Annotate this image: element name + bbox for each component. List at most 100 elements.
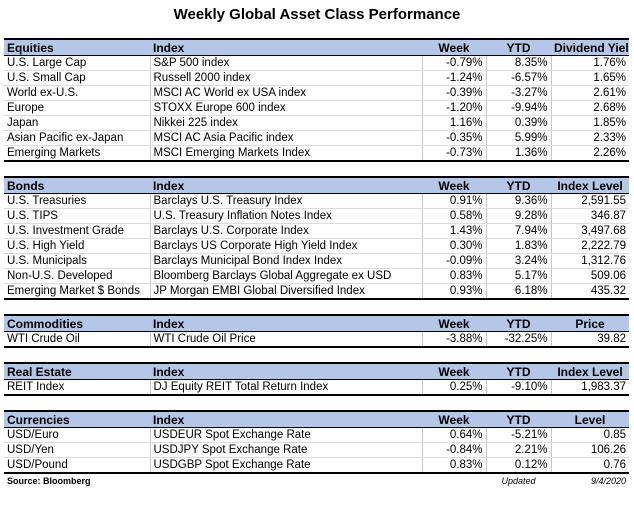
asset-class-cell: U.S. Small Cap xyxy=(4,70,151,86)
empty-cell xyxy=(551,347,629,363)
table-row: Japan Nikkei 225 index 1.16% 0.39% 1.85% xyxy=(4,115,629,131)
section-spacer xyxy=(4,395,629,411)
table-row: U.S. High Yield Barclays US Corporate Hig… xyxy=(4,238,629,254)
section-title: Commodities xyxy=(4,314,150,332)
ytd-return-cell: 1.36% xyxy=(486,145,552,162)
updated-date: 9/4/2020 xyxy=(590,476,626,486)
column-header: Index xyxy=(150,314,422,332)
empty-cell xyxy=(422,473,486,488)
table-row: U.S. Large Cap S&P 500 index -0.79% 8.35% 1.… xyxy=(4,55,629,71)
index-name-cell: USDJPY Spot Exchange Rate xyxy=(150,442,423,458)
section-header: Bonds Index Week YTD Index Level xyxy=(4,176,629,194)
index-name-cell: Barclays US Corporate High Yield Index xyxy=(150,238,423,254)
section-title: Real Estate xyxy=(4,362,150,380)
week-return-cell: -1.20% xyxy=(422,100,487,116)
ytd-return-cell: -6.57% xyxy=(486,70,552,86)
level-cell: 0.85 xyxy=(551,427,629,443)
asset-class-cell: Emerging Markets xyxy=(4,145,151,162)
level-cell: 1,312.76 xyxy=(551,253,629,269)
table-row: Emerging Markets MSCI Emerging Markets In… xyxy=(4,145,629,162)
table-row: U.S. Treasuries Barclays U.S. Treasury In… xyxy=(4,193,629,209)
footer-row: Source: Bloomberg Updated 9/4/2020 xyxy=(4,473,629,488)
index-name-cell: U.S. Treasury Inflation Notes Index xyxy=(150,208,423,224)
empty-cell xyxy=(422,161,486,177)
column-header: Index xyxy=(150,176,422,194)
section-title: Currencies xyxy=(4,410,150,428)
column-header: YTD xyxy=(486,176,551,194)
table-row: U.S. TIPS U.S. Treasury Inflation Notes I… xyxy=(4,208,629,224)
index-name-cell: S&P 500 index xyxy=(150,55,423,71)
column-header: Week xyxy=(422,314,486,332)
asset-class-cell: Asian Pacific ex-Japan xyxy=(4,130,151,146)
week-return-cell: -3.88% xyxy=(422,331,487,348)
ytd-return-cell: 5.99% xyxy=(486,130,552,146)
empty-cell xyxy=(150,395,422,411)
week-return-cell: 0.30% xyxy=(422,238,487,254)
column-header: Index xyxy=(150,38,422,56)
index-name-cell: MSCI AC Asia Pacific index xyxy=(150,130,423,146)
empty-cell xyxy=(551,161,629,177)
column-header: Price xyxy=(551,314,629,332)
index-name-cell: Barclays U.S. Treasury Index xyxy=(150,193,423,209)
ytd-return-cell: 9.28% xyxy=(486,208,552,224)
level-cell: 0.76 xyxy=(551,457,629,474)
asset-class-cell: U.S. Treasuries xyxy=(4,193,151,209)
ytd-return-cell: 3.24% xyxy=(486,253,552,269)
week-return-cell: 0.93% xyxy=(422,283,487,300)
week-return-cell: 0.83% xyxy=(422,268,487,284)
asset-class-cell: U.S. High Yield xyxy=(4,238,151,254)
empty-cell xyxy=(150,473,422,488)
ytd-return-cell: -32.25% xyxy=(486,331,552,348)
ytd-return-cell: 0.39% xyxy=(486,115,552,131)
empty-cell xyxy=(422,347,486,363)
ytd-return-cell: 5.17% xyxy=(486,268,552,284)
performance-table: Equities Index Week YTD Dividend Yield U.S. L… xyxy=(4,38,629,488)
empty-cell xyxy=(551,395,629,411)
level-cell: 2.26% xyxy=(551,145,629,162)
week-return-cell: 1.16% xyxy=(422,115,487,131)
column-header: Week xyxy=(422,362,486,380)
week-return-cell: -0.73% xyxy=(422,145,487,162)
empty-cell xyxy=(486,161,551,177)
empty-cell xyxy=(422,299,486,315)
column-header: YTD xyxy=(486,410,551,428)
ytd-return-cell: -9.94% xyxy=(486,100,552,116)
week-return-cell: 1.43% xyxy=(422,223,487,239)
level-cell: 346.87 xyxy=(551,208,629,224)
column-header: Index xyxy=(150,362,422,380)
ytd-return-cell: 0.12% xyxy=(486,457,552,474)
column-header: Week xyxy=(422,176,486,194)
ytd-return-cell: 6.18% xyxy=(486,283,552,300)
level-cell: 2,591.55 xyxy=(551,193,629,209)
level-cell: 39.82 xyxy=(551,331,629,348)
source-note: Source: Bloomberg xyxy=(7,476,91,486)
index-name-cell: MSCI Emerging Markets Index xyxy=(150,145,423,162)
asset-class-cell: Europe xyxy=(4,100,151,116)
asset-class-cell: Japan xyxy=(4,115,151,131)
table-row: Emerging Market $ Bonds JP Morgan EMBI Gl… xyxy=(4,283,629,300)
section-spacer xyxy=(4,161,629,177)
column-header: Index xyxy=(150,410,422,428)
table-row: U.S. Investment Grade Barclays U.S. Corpo… xyxy=(4,223,629,239)
asset-class-cell: U.S. Large Cap xyxy=(4,55,151,71)
empty-cell xyxy=(150,299,422,315)
table-row: USD/Yen USDJPY Spot Exchange Rate -0.84% 2.… xyxy=(4,442,629,458)
week-return-cell: -0.79% xyxy=(422,55,487,71)
table-row: REIT Index DJ Equity REIT Total Return In… xyxy=(4,379,629,396)
table-row: WTI Crude Oil WTI Crude Oil Price -3.88% -3… xyxy=(4,331,629,348)
section-header: Commodities Index Week YTD Price xyxy=(4,314,629,332)
week-return-cell: 0.64% xyxy=(422,427,487,443)
index-name-cell: Barclays U.S. Corporate Index xyxy=(150,223,423,239)
section-spacer xyxy=(4,299,629,315)
index-name-cell: Barclays Municipal Bond Index Index xyxy=(150,253,423,269)
table-row: World ex-U.S. MSCI AC World ex USA index -… xyxy=(4,85,629,101)
index-name-cell: WTI Crude Oil Price xyxy=(150,331,423,348)
level-cell: 2.61% xyxy=(551,85,629,101)
level-cell: 1.65% xyxy=(551,70,629,86)
week-return-cell: -0.09% xyxy=(422,253,487,269)
index-name-cell: JP Morgan EMBI Global Diversified Index xyxy=(150,283,423,300)
level-cell: 3,497.68 xyxy=(551,223,629,239)
section-header: Real Estate Index Week YTD Index Level xyxy=(4,362,629,380)
level-cell: 2.33% xyxy=(551,130,629,146)
